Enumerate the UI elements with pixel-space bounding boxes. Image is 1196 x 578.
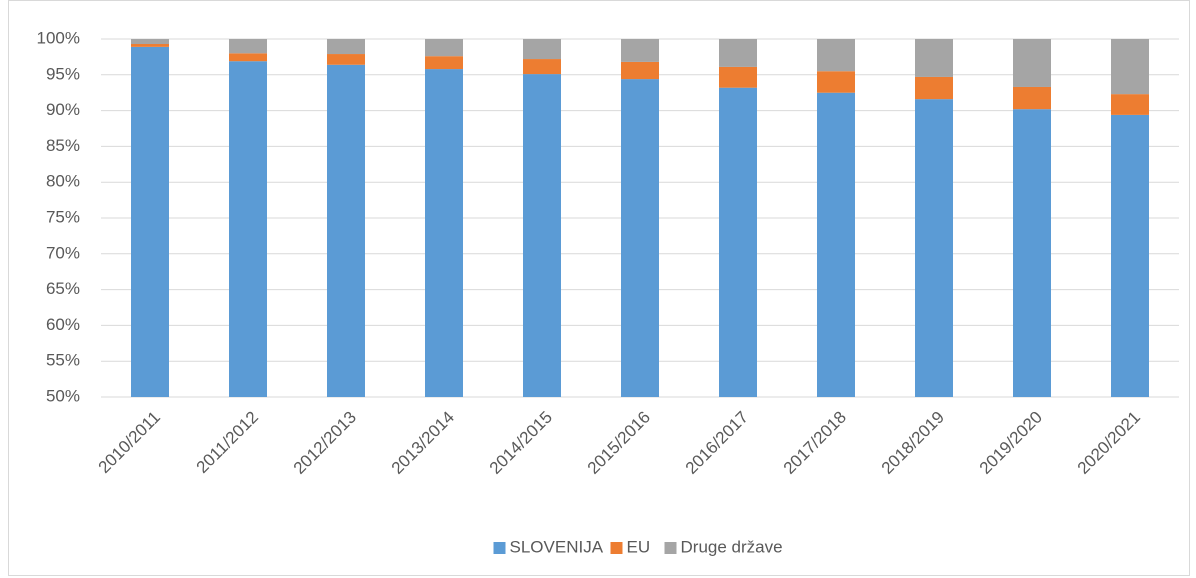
x-tick-label: 2018/2019 [878,408,948,478]
x-tick-label: 2020/2021 [1074,408,1144,478]
bar-segment [1111,39,1149,95]
x-tick-label: 2010/2011 [95,408,164,477]
x-tick-label: 2017/2018 [780,408,850,478]
bar-segment [817,92,855,397]
y-tick-label: 80% [46,172,80,191]
bar-segment [817,39,855,72]
bar-segment [523,39,561,60]
x-tick-label: 2013/2014 [388,408,458,478]
chart-frame [8,0,1190,576]
bar-segment [1111,94,1149,115]
bar-segment [719,39,757,67]
x-tick-label: 2015/2016 [584,408,654,478]
bar-segment [719,66,757,88]
legend-swatch [610,542,623,554]
bar-segment [425,39,463,57]
bar-segment [523,59,561,75]
bar-segment [327,54,365,65]
bar-segment [327,64,365,397]
bar-segment [915,39,953,77]
bar-segment [327,39,365,55]
bar-segment [1013,39,1051,87]
bar-segment [1013,86,1051,110]
bar-segment [131,44,169,47]
legend-swatch [664,542,677,554]
bar-segment [229,53,267,62]
bar-segment [621,79,659,397]
bar-segment [229,39,267,54]
bar-segment [131,39,169,45]
bar-segment [621,61,659,80]
x-tick-label: 2011/2012 [193,408,262,477]
bar-segment [719,87,757,398]
legend-label: Druge države [681,537,783,556]
y-tick-label: 75% [46,207,80,226]
x-tick-label: 2016/2017 [682,408,752,478]
y-tick-label: 70% [46,243,80,262]
bar-segment [621,39,659,62]
y-tick-label: 65% [46,279,80,298]
x-tick-label: 2019/2020 [976,408,1046,478]
legend-label: SLOVENIJA [510,537,604,556]
legend-label: EU [627,537,651,556]
bar-segment [229,61,267,398]
bar-segment [915,99,953,398]
y-tick-label: 60% [46,315,80,334]
bar-segment [915,76,953,100]
x-tick-label: 2012/2013 [290,408,360,478]
bar-segment [1013,109,1051,397]
y-tick-label: 90% [46,100,80,119]
bar-segment [131,46,169,397]
y-tick-label: 85% [46,136,80,155]
bar-segment [425,69,463,398]
bar-segment [425,56,463,70]
legend-swatch [493,542,506,554]
bar-segment [1111,114,1149,397]
bar-segment [817,71,855,93]
bar-segment [523,74,561,398]
y-tick-label: 50% [46,386,80,405]
y-tick-label: 100% [37,28,80,47]
x-tick-label: 2014/2015 [486,408,556,478]
y-tick-label: 95% [46,64,80,83]
y-tick-label: 55% [46,351,80,370]
